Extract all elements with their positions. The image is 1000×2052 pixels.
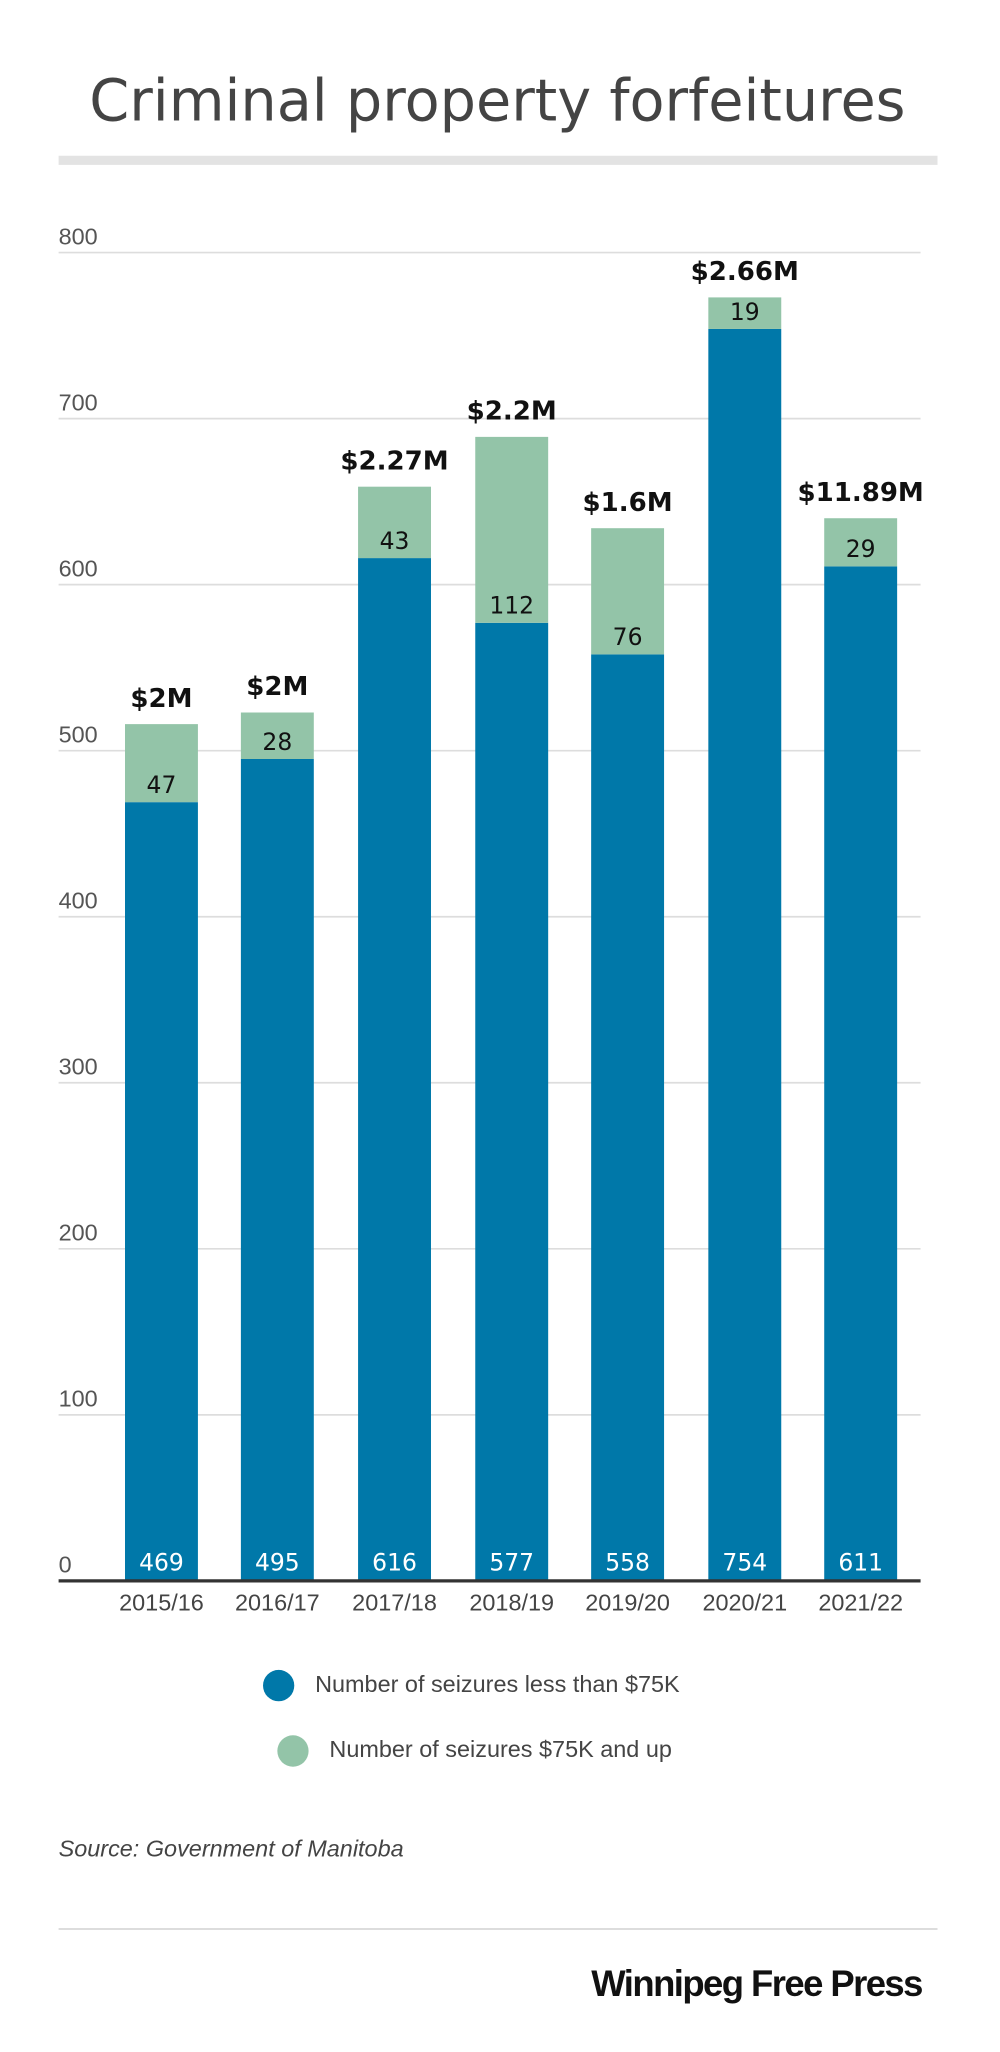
x-tick-label: 2018/19 [469,1590,554,1616]
value-label: 611 [838,1548,883,1576]
y-tick-label: 500 [59,721,98,747]
x-tick-label: 2016/17 [235,1590,320,1616]
bar-segment [708,297,782,329]
y-tick-label: 300 [59,1054,98,1080]
bar-segment [475,436,549,623]
legend-swatch [263,1669,295,1702]
bar-segment [240,758,314,1581]
total-label: $2M [246,672,308,702]
total-label: $11.89M [798,478,924,508]
x-tick-label: 2020/21 [702,1590,787,1616]
publisher-logo: Winnipeg Free Press [591,1963,922,2004]
bar-segment [358,486,431,559]
value-label: 29 [846,535,876,563]
legend-label: Number of seizures less than $75K [315,1671,680,1697]
x-tick-label: 2017/18 [352,1590,437,1616]
bar-segment [125,802,198,1581]
value-label: 43 [380,527,410,555]
value-label: 76 [613,623,643,651]
value-label: 19 [730,298,760,326]
total-label: $2.27M [340,446,448,476]
y-tick-label: 200 [59,1220,98,1246]
bar-segment [591,528,665,655]
total-label: $2.2M [467,396,557,426]
total-label: $2M [130,684,192,714]
y-tick-label: 100 [59,1386,98,1412]
bar-segment [125,724,198,803]
y-tick-label: 700 [59,389,98,415]
total-label: $2.66M [691,257,799,287]
total-label: $1.6M [583,488,673,518]
title-rule [58,155,938,165]
value-label: 558 [605,1548,650,1576]
value-label: 495 [255,1548,300,1576]
source: Source: Government of Manitoba [59,1836,404,1862]
y-tick-label: 0 [59,1552,72,1578]
y-tick-label: 800 [59,223,98,249]
bar-segment [708,328,782,1581]
value-label: 616 [372,1548,417,1576]
y-tick-label: 600 [59,555,98,581]
bar-segment [475,622,549,1581]
value-label: 577 [489,1548,534,1576]
bar-segment [240,712,314,759]
x-tick-label: 2021/22 [818,1590,903,1616]
y-tick-label: 400 [59,887,98,913]
value-label: 28 [262,728,292,756]
x-tick-label: 2015/16 [119,1590,204,1616]
bar-segment [824,566,898,1581]
bar-segment [824,518,898,567]
value-label: 47 [147,771,177,799]
value-label: 112 [489,592,534,620]
bar-segment [591,654,665,1581]
legend-label: Number of seizures $75K and up [329,1736,671,1762]
chart-title: Criminal property forfeitures [89,67,905,134]
legend-swatch [277,1735,309,1767]
x-tick-label: 2019/20 [585,1590,670,1616]
value-label: 754 [722,1548,767,1576]
bar-segment [358,558,431,1581]
value-label: 469 [139,1548,184,1576]
